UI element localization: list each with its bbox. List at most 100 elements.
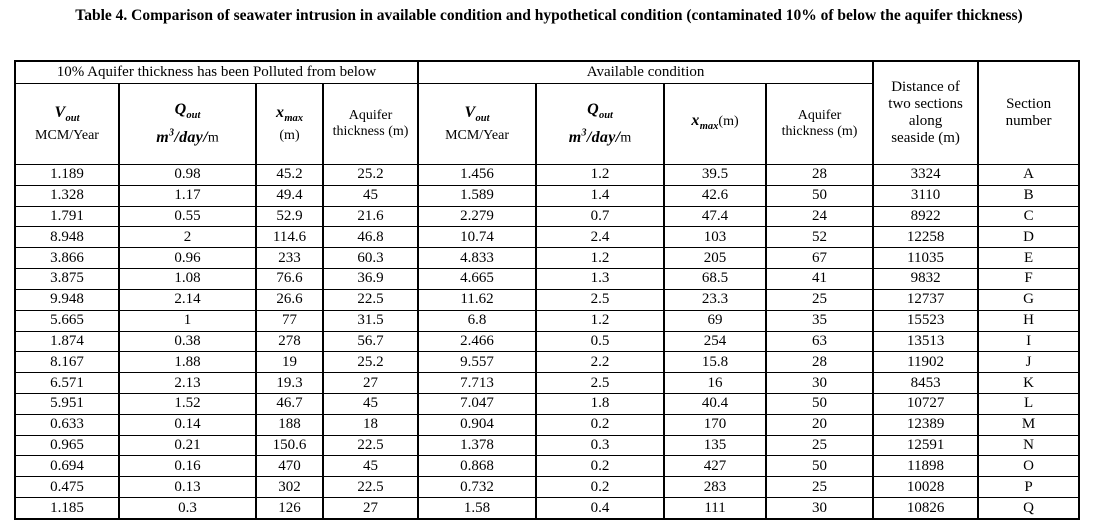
- table-row: 8.948 2 114.6 46.8 10.74 2.4 103 52 12258 D: [14, 226, 1081, 249]
- table-cell: 56.7: [321, 330, 420, 353]
- table-cell: 25.2: [321, 351, 420, 374]
- table-cell: 2.2: [535, 351, 666, 374]
- table-cell: 39.5: [663, 164, 768, 186]
- table-cell: 30: [765, 372, 875, 394]
- table-cell: 0.7: [535, 205, 666, 228]
- table-cell: 27: [321, 372, 420, 394]
- table-cell: 47.4: [663, 205, 768, 228]
- table-cell: 0.5: [535, 330, 666, 353]
- table-cell: 126: [255, 497, 324, 520]
- table-cell: 0.694: [14, 455, 120, 478]
- header-vout-polluted: Vout MCM/Year: [14, 83, 120, 165]
- header-group-row: 10% Aquifer thickness has been Polluted …: [13, 60, 1081, 165]
- table-cell: 1.874: [14, 330, 120, 353]
- table-row: 0.694 0.16 470 45 0.868 0.2 427 50 11898 O: [14, 455, 1081, 478]
- table-cell: F: [977, 268, 1081, 290]
- header-group-available: Available condition: [417, 60, 875, 84]
- table-cell: 10727: [872, 392, 980, 415]
- xmax-symbol: xmax: [276, 104, 303, 124]
- table-cell: 3.866: [14, 247, 120, 270]
- table-cell: 0.3: [118, 497, 257, 520]
- table-cell: 63: [765, 330, 875, 353]
- table-cell: 0.2: [535, 476, 666, 498]
- table-row: 1.185 0.3 126 27 1.58 0.4 111 30 10826 Q: [14, 497, 1081, 520]
- table-cell: 1.2: [535, 309, 666, 332]
- table-cell: 45.2: [255, 164, 324, 186]
- table-cell: 68.5: [663, 268, 768, 290]
- vout-unit: MCM/Year: [35, 127, 99, 143]
- table-row: 3.875 1.08 76.6 36.9 4.665 1.3 68.5 41 9832 F: [14, 268, 1081, 290]
- table-row: 1.791 0.55 52.9 21.6 2.279 0.7 47.4 24 8922 C: [14, 205, 1081, 228]
- table-cell: 0.14: [118, 413, 257, 436]
- header-distance: Distance of two sections along seaside (…: [872, 60, 980, 165]
- table-cell: K: [977, 372, 1081, 394]
- table-row: 5.951 1.52 46.7 45 7.047 1.8 40.4 50 10727 L: [14, 392, 1081, 415]
- header-cols-row: Vout MCM/Year Qout m3/day/m xmax (m) Aqu…: [14, 83, 1079, 165]
- table-cell: 60.3: [321, 247, 420, 270]
- table-row: 9.948 2.14 26.6 22.5 11.62 2.5 23.3 25 12737 G: [14, 288, 1081, 311]
- table-cell: 22.5: [321, 434, 420, 457]
- table-cell: 35: [765, 309, 875, 332]
- table-cell: 302: [255, 476, 324, 498]
- table-cell: 8453: [872, 372, 980, 394]
- table-cell: 283: [663, 476, 768, 498]
- table-cell: 1.3: [535, 268, 666, 290]
- table-cell: 0.96: [118, 247, 257, 270]
- table-cell: 31.5: [321, 309, 420, 332]
- table-cell: 2.5: [535, 372, 666, 394]
- table-cell: 13513: [872, 330, 980, 353]
- vout-unit: MCM/Year: [445, 127, 509, 143]
- table-cell: 49.4: [255, 184, 324, 207]
- table-cell: 0.732: [417, 476, 538, 498]
- table-cell: 12591: [872, 434, 980, 457]
- table-row: 5.665 1 77 31.5 6.8 1.2 69 35 15523 H: [14, 309, 1081, 332]
- table-cell: 26.6: [255, 288, 324, 311]
- table-cell: 2.279: [417, 205, 538, 228]
- table-row: 0.965 0.21 150.6 22.5 1.378 0.3 135 25 12591 N: [14, 434, 1081, 457]
- header-qout-available: Qout m3/day/m: [535, 83, 666, 165]
- table-cell: 4.833: [417, 247, 538, 270]
- table-cell: 22.5: [321, 476, 420, 498]
- table-cell: 1.58: [417, 497, 538, 520]
- table-row: 0.633 0.14 188 18 0.904 0.2 170 20 12389 M: [14, 413, 1081, 436]
- table-cell: 1.456: [417, 164, 538, 186]
- table-cell: 0.4: [535, 497, 666, 520]
- table-cell: D: [977, 226, 1081, 249]
- table-cell: 25.2: [321, 164, 420, 186]
- table-cell: 8.167: [14, 351, 120, 374]
- table-cell: 1.328: [14, 184, 120, 207]
- qout-symbol: Qout: [587, 101, 613, 122]
- table-cell: C: [977, 205, 1081, 228]
- table-cell: 3324: [872, 164, 980, 186]
- table-cell: 24: [765, 205, 875, 228]
- table-cell: 0.55: [118, 205, 257, 228]
- table-cell: 15.8: [663, 351, 768, 374]
- table-row: 1.189 0.98 45.2 25.2 1.456 1.2 39.5 28 3324 A: [14, 164, 1081, 186]
- table-cell: 40.4: [663, 392, 768, 415]
- header-xmax-available: xmax(m): [663, 83, 768, 165]
- table-cell: 25: [765, 476, 875, 498]
- table-cell: 1.2: [535, 247, 666, 270]
- header-qout-polluted: Qout m3/day/m: [118, 83, 257, 165]
- table-cell: B: [977, 184, 1081, 207]
- table-cell: 16: [663, 372, 768, 394]
- table-cell: 0.868: [417, 455, 538, 478]
- table-cell: 15523: [872, 309, 980, 332]
- table-cell: M: [977, 413, 1081, 436]
- table-cell: 28: [765, 351, 875, 374]
- table-cell: 28: [765, 164, 875, 186]
- xmax-unit: (m): [279, 127, 300, 143]
- table-cell: 46.7: [255, 392, 324, 415]
- table-cell: 1.378: [417, 434, 538, 457]
- table-cell: 9.948: [14, 288, 120, 311]
- table-row: 6.571 2.13 19.3 27 7.713 2.5 16 30 8453 K: [14, 372, 1081, 394]
- table-cell: 1: [118, 309, 257, 332]
- table-cell: P: [977, 476, 1081, 498]
- table-cell: 5.951: [14, 392, 120, 415]
- table-cell: 10028: [872, 476, 980, 498]
- table-cell: 205: [663, 247, 768, 270]
- table-cell: E: [977, 247, 1081, 270]
- table-cell: 46.8: [321, 226, 420, 249]
- table-cell: 2: [118, 226, 257, 249]
